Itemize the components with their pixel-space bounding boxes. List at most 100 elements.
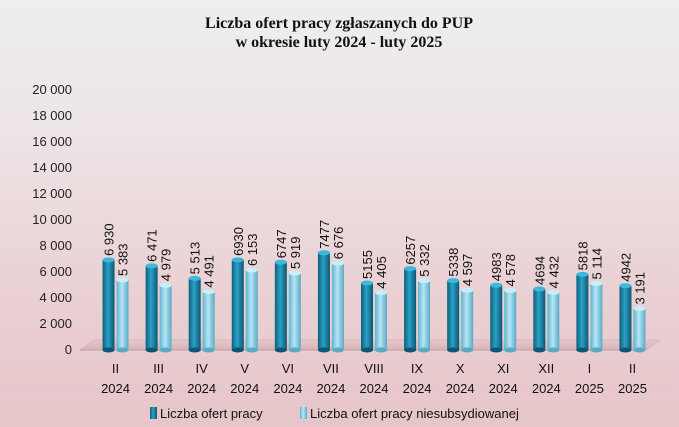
x-tick-month: V (240, 361, 249, 376)
bar-oferty (490, 282, 503, 353)
x-tick-month: IX (411, 361, 424, 376)
data-label: 4694 (532, 256, 547, 285)
bar-niesubsydiowane (633, 306, 646, 353)
x-tick-year: 2024 (273, 381, 302, 396)
data-label: 4983 (489, 252, 504, 281)
x-tick-month: VII (323, 361, 339, 376)
bar-niesubsydiowane (288, 270, 301, 353)
x-tick-year: 2024 (316, 381, 345, 396)
legend-swatch (150, 407, 157, 419)
bar-niesubsydiowane (547, 289, 560, 353)
x-tick-year: 2024 (144, 381, 173, 396)
y-tick-label: 6 000 (39, 264, 72, 279)
x-tick-year: 2024 (489, 381, 518, 396)
bar-oferty (619, 283, 632, 353)
x-tick-year: 2024 (532, 381, 561, 396)
chart-title-line: Liczba ofert pracy zgłaszanych do PUP (205, 15, 473, 32)
x-tick-year: 2024 (101, 381, 130, 396)
y-tick-label: 20 000 (32, 82, 72, 97)
x-tick-year: 2024 (446, 381, 475, 396)
y-axis: 0 2 000 4 000 6 000 8 000 10 000 12 000 14 000 1… (32, 82, 72, 357)
bar-oferty (231, 257, 244, 353)
x-tick-month: II (629, 361, 636, 376)
x-tick-year: 2024 (187, 381, 216, 396)
y-tick-label: 16 000 (32, 134, 72, 149)
data-label: 5 332 (417, 244, 432, 277)
data-label: 6 930 (102, 223, 117, 256)
y-tick-label: 14 000 (32, 160, 72, 175)
bars (102, 250, 646, 353)
bar-oferty (361, 280, 373, 353)
bar-niesubsydiowane (504, 287, 517, 353)
bar-oferty (533, 286, 546, 353)
data-label: 6 153 (245, 233, 260, 266)
x-tick-year: 2024 (230, 381, 259, 396)
bar-oferty (102, 257, 115, 353)
chart-title-line: w okresie luty 2024 - luty 2025 (236, 34, 443, 51)
data-label: 4 979 (159, 249, 174, 282)
x-tick-year: 2024 (403, 381, 432, 396)
y-tick-label: 2 000 (39, 316, 72, 331)
bar-oferty (576, 271, 589, 353)
data-label: 4 405 (374, 256, 389, 289)
bar-niesubsydiowane (590, 281, 603, 353)
legend-item: Liczba ofert pracy (150, 406, 263, 421)
x-tick-month: XI (497, 361, 509, 376)
data-label: 5818 (575, 241, 590, 270)
legend-item: Liczba ofert pracy niesubsydiowanej (300, 406, 519, 421)
data-label: 4 491 (202, 255, 217, 288)
data-label: 5155 (360, 250, 375, 279)
bar-oferty (145, 263, 158, 353)
x-tick-year: 2025 (618, 381, 647, 396)
bar-oferty (447, 278, 460, 353)
data-label: 4 597 (460, 254, 475, 287)
data-label: 5 114 (589, 248, 604, 280)
bar-niesubsydiowane (245, 267, 258, 353)
bar-niesubsydiowane (461, 287, 474, 353)
y-tick-label: 12 000 (32, 186, 72, 201)
bar-niesubsydiowane (159, 282, 172, 353)
bar-niesubsydiowane (331, 260, 344, 353)
legend-swatch (300, 407, 307, 419)
x-tick-year: 2025 (575, 381, 604, 396)
x-tick-month: I (588, 361, 592, 376)
bar-oferty (317, 250, 330, 353)
data-label: 4 578 (503, 254, 518, 287)
y-tick-label: 4 000 (39, 290, 72, 305)
data-label: 5338 (446, 248, 461, 277)
x-tick-month: III (153, 361, 164, 376)
x-tick-month: VI (282, 361, 294, 376)
data-label: 4 432 (546, 256, 561, 289)
bar-niesubsydiowane (116, 277, 129, 353)
data-label: 6 676 (331, 227, 346, 260)
data-label: 5 383 (116, 243, 131, 276)
data-label: 6747 (274, 229, 289, 258)
y-tick-label: 8 000 (39, 238, 72, 253)
bar-niesubsydiowane (418, 278, 431, 353)
y-tick-label: 0 (65, 342, 72, 357)
legend: Liczba ofert pracy Liczba ofert pracy nie… (150, 406, 519, 421)
y-tick-label: 18 000 (32, 108, 72, 123)
data-label: 5 513 (188, 242, 203, 275)
data-label: 3 191 (632, 272, 647, 305)
y-tick-label: 10 000 (32, 212, 72, 227)
data-label: 6257 (403, 236, 418, 265)
legend-label: Liczba ofert pracy niesubsydiowanej (310, 406, 519, 421)
chart-title: Liczba ofert pracy zgłaszanych do PUP w o… (205, 15, 473, 51)
data-label: 6 471 (145, 229, 160, 262)
x-tick-month: XII (538, 361, 554, 376)
x-tick-month: II (112, 361, 119, 376)
bar-oferty (404, 266, 417, 353)
data-label: 4942 (618, 253, 633, 282)
data-label: 7477 (317, 220, 332, 249)
data-label: 6930 (231, 227, 246, 256)
x-tick-month: VIII (364, 361, 384, 376)
legend-label: Liczba ofert pracy (160, 406, 263, 421)
x-tick-month: IV (196, 361, 209, 376)
x-axis: II2024III2024IV2024V2024VI2024VII2024VII… (101, 361, 647, 396)
bar-niesubsydiowane (202, 289, 215, 353)
bar-oferty (274, 259, 287, 353)
